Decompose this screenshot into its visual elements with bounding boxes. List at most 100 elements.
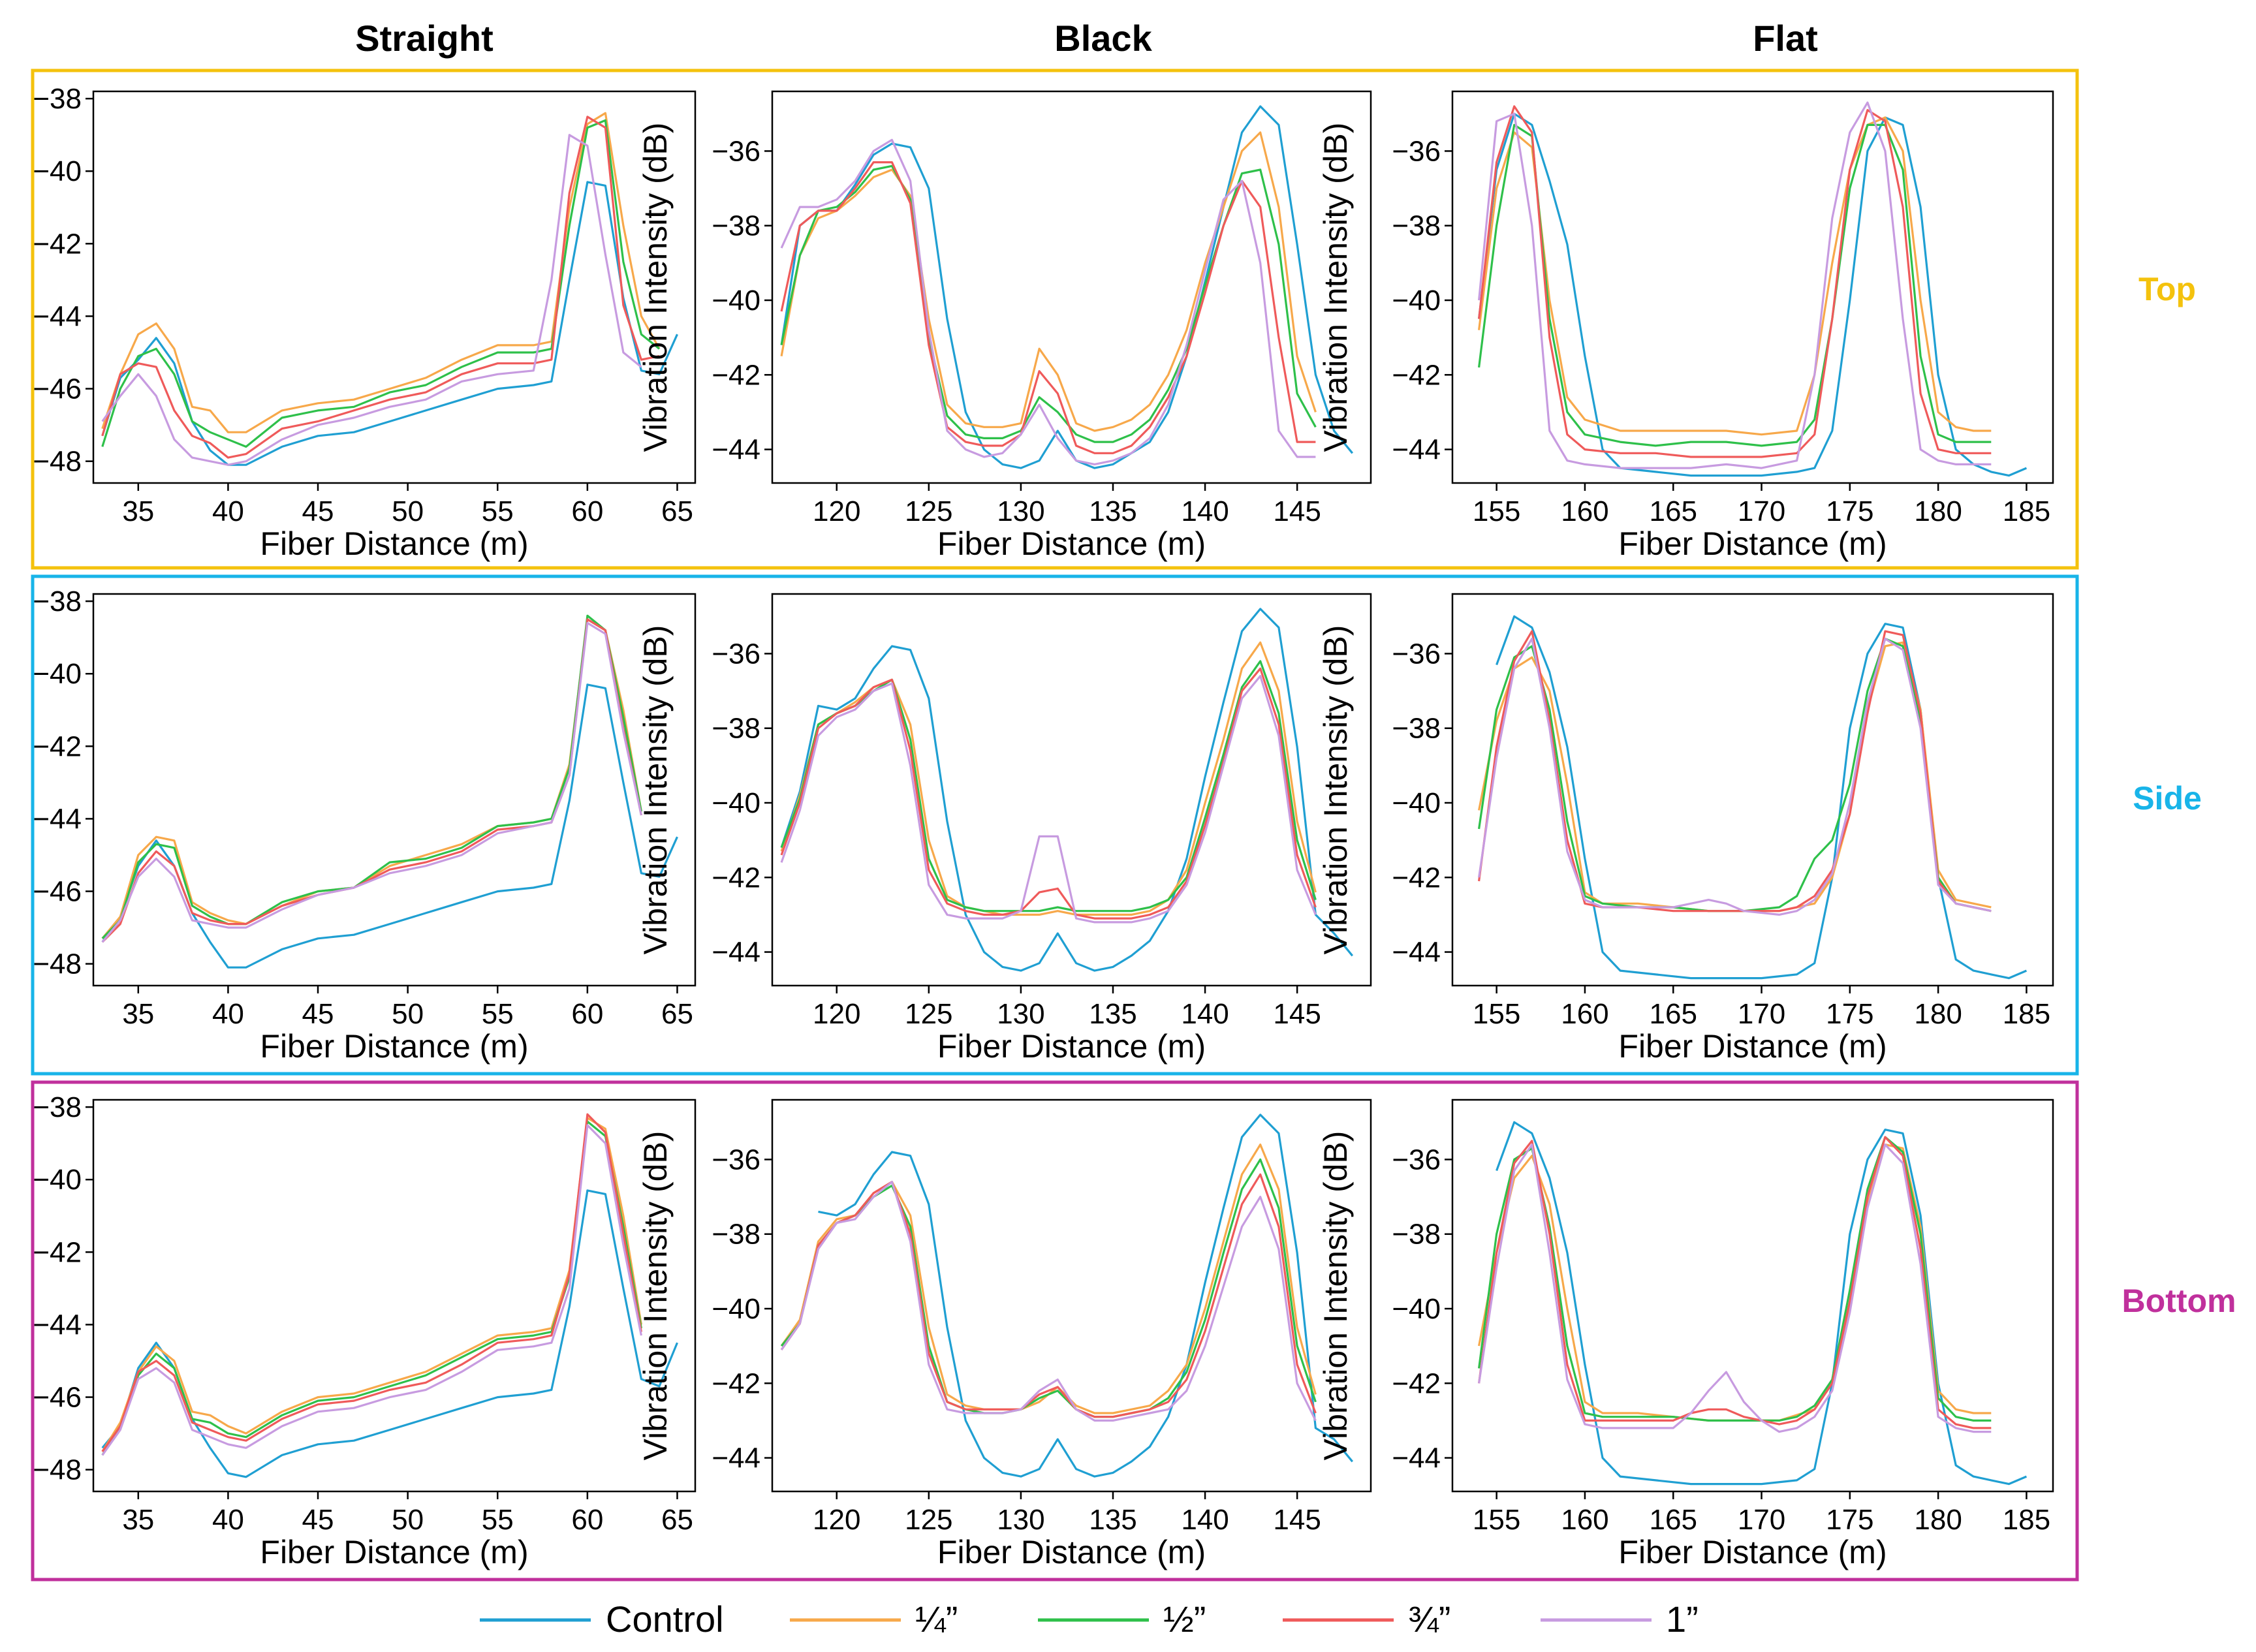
series-line-bottom-black-0 [818, 1114, 1354, 1478]
x-tick-label-bottom-flat-155: 155 [1473, 1504, 1520, 1536]
x-tick-label-bottom-flat-180: 180 [1914, 1504, 1962, 1536]
x-tick-label-bottom-straight-50: 50 [392, 1504, 424, 1536]
y-tick-label-top-straight-44: −44 [33, 300, 82, 332]
series-line-top-black-0 [780, 105, 1354, 469]
series-line-bottom-straight-3 [101, 1113, 642, 1452]
series-line-bottom-black-4 [780, 1181, 1317, 1422]
y-tick-label-side-black-42: −42 [712, 862, 760, 894]
plot-frame-bottom-black [771, 1099, 1372, 1493]
y-tick-label-bottom-straight-42: −42 [33, 1236, 82, 1268]
x-tick-label-top-black-130: 130 [997, 495, 1044, 527]
series-line-side-black-0 [780, 608, 1354, 972]
x-tick-label-top-black-125: 125 [905, 495, 952, 527]
x-axis-label-side-black: Fiber Distance (m) [937, 1028, 1206, 1065]
x-tick-label-side-black-135: 135 [1089, 998, 1136, 1030]
series-line-side-straight-4 [101, 621, 642, 943]
series-line-side-flat-3 [1478, 630, 1992, 912]
x-tick-label-top-straight-35: 35 [122, 495, 154, 527]
y-tick-label-top-flat-36: −36 [1392, 135, 1441, 167]
x-axis-label-top-flat: Fiber Distance (m) [1618, 525, 1887, 562]
x-tick-label-side-flat-160: 160 [1561, 998, 1608, 1030]
x-axis-label-bottom-flat: Fiber Distance (m) [1618, 1534, 1887, 1570]
x-tick-label-side-straight-65: 65 [661, 998, 693, 1030]
series-line-bottom-flat-4 [1478, 1144, 1992, 1433]
y-tick-label-bottom-flat-44: −44 [1392, 1442, 1441, 1474]
x-tick-label-side-black-140: 140 [1181, 998, 1229, 1030]
x-tick-label-bottom-black-145: 145 [1273, 1504, 1321, 1536]
x-tick-label-top-flat-155: 155 [1473, 495, 1520, 527]
x-tick-label-bottom-straight-65: 65 [661, 1504, 693, 1536]
y-tick-label-side-black-44: −44 [712, 937, 760, 969]
x-tick-label-top-flat-180: 180 [1914, 495, 1962, 527]
row-frame-side [31, 574, 2079, 1076]
x-tick-label-bottom-flat-165: 165 [1650, 1504, 1697, 1536]
x-tick-label-bottom-black-125: 125 [905, 1504, 952, 1536]
chart-side-black: 120 125 130 135 140 145 −44 −42 −40 −38 −36 Fiber D… [637, 593, 1372, 1065]
y-tick-label-top-straight-40: −40 [33, 155, 82, 187]
chart-top-flat: 155 160 165 170 175 180 185 −44 −42 −40 −38 −36 Fibe… [1317, 90, 2054, 562]
x-tick-label-side-straight-40: 40 [212, 998, 244, 1030]
y-axis-label-bottom-flat: Vibration Intensity (dB) [1317, 1131, 1354, 1461]
series-line-top-straight-4 [101, 134, 642, 466]
series-line-top-flat-1 [1478, 116, 1992, 436]
chart-panels: 35 40 45 50 55 60 65 −48 −46 −44 −42 −40 −38 Fiber Di… [33, 83, 2054, 1570]
y-tick-label-side-black-36: −36 [712, 638, 760, 670]
x-tick-label-top-black-135: 135 [1089, 495, 1136, 527]
x-tick-label-side-flat-155: 155 [1473, 998, 1520, 1030]
x-tick-label-side-straight-60: 60 [571, 998, 603, 1030]
y-tick-label-side-black-38: −38 [712, 713, 760, 745]
chart-side-straight: 35 40 45 50 55 60 65 −48 −46 −44 −42 −40 −38 Fiber Di… [33, 585, 697, 1065]
y-tick-label-top-flat-42: −42 [1392, 359, 1441, 391]
legend-label-quarter: ¼” [915, 1598, 958, 1640]
x-tick-label-top-flat-160: 160 [1561, 495, 1608, 527]
y-tick-label-side-flat-36: −36 [1392, 638, 1441, 670]
y-tick-label-bottom-flat-40: −40 [1392, 1293, 1441, 1325]
series-line-top-flat-4 [1478, 101, 1992, 469]
x-tick-label-top-black-140: 140 [1181, 495, 1229, 527]
y-tick-label-bottom-straight-48: −48 [33, 1454, 82, 1486]
x-tick-label-bottom-flat-170: 170 [1738, 1504, 1785, 1536]
series-line-side-black-1 [780, 641, 1317, 916]
x-tick-label-bottom-straight-35: 35 [122, 1504, 154, 1536]
x-tick-label-bottom-flat-175: 175 [1826, 1504, 1873, 1536]
y-axis-label-top-black: Vibration Intensity (dB) [637, 123, 674, 452]
y-tick-label-top-straight-42: −42 [33, 228, 82, 260]
x-tick-label-top-flat-170: 170 [1738, 495, 1785, 527]
series-line-side-straight-0 [101, 683, 678, 969]
x-tick-label-side-straight-45: 45 [302, 998, 334, 1030]
x-tick-label-side-straight-50: 50 [392, 998, 424, 1030]
x-tick-label-top-flat-175: 175 [1826, 495, 1873, 527]
x-axis-label-top-straight: Fiber Distance (m) [260, 525, 528, 562]
y-tick-label-bottom-black-42: −42 [712, 1367, 760, 1399]
x-axis-label-bottom-black: Fiber Distance (m) [937, 1534, 1206, 1570]
series-line-top-flat-0 [1478, 112, 2028, 477]
y-tick-label-top-straight-46: −46 [33, 373, 82, 405]
y-tick-label-side-flat-44: −44 [1392, 937, 1441, 969]
y-axis-label-side-flat: Vibration Intensity (dB) [1317, 625, 1354, 955]
x-tick-label-bottom-black-130: 130 [997, 1504, 1044, 1536]
chart-top-black: 120 125 130 135 140 145 −44 −42 −40 −38 −36 Fiber D… [637, 90, 1372, 562]
series-line-top-black-4 [780, 138, 1316, 465]
series-line-side-flat-4 [1478, 638, 1992, 916]
y-tick-label-top-straight-38: −38 [33, 83, 82, 115]
y-tick-label-top-flat-44: −44 [1392, 434, 1441, 466]
x-tick-label-top-black-145: 145 [1273, 495, 1321, 527]
legend-label-control: Control [606, 1598, 724, 1640]
x-tick-label-side-flat-175: 175 [1826, 998, 1873, 1030]
y-tick-label-bottom-flat-38: −38 [1392, 1219, 1441, 1251]
x-tick-label-bottom-straight-40: 40 [212, 1504, 244, 1536]
x-tick-label-bottom-straight-45: 45 [302, 1504, 334, 1536]
y-tick-label-side-straight-48: −48 [33, 948, 82, 980]
y-tick-label-top-flat-40: −40 [1392, 285, 1441, 317]
plot-frame-side-flat [1451, 593, 2054, 987]
plot-frame-bottom-straight [92, 1099, 697, 1493]
series-line-top-black-3 [780, 161, 1316, 454]
y-tick-label-bottom-straight-46: −46 [33, 1382, 82, 1414]
series-line-top-black-2 [780, 164, 1317, 443]
x-tick-label-side-flat-180: 180 [1914, 998, 1962, 1030]
chart-bottom-flat: 155 160 165 170 175 180 185 −44 −42 −40 −38 −36 Fibe… [1317, 1099, 2054, 1570]
x-tick-label-side-flat-185: 185 [2003, 998, 2050, 1030]
plot-frame-top-flat [1451, 90, 2054, 484]
x-tick-label-bottom-straight-55: 55 [482, 1504, 514, 1536]
